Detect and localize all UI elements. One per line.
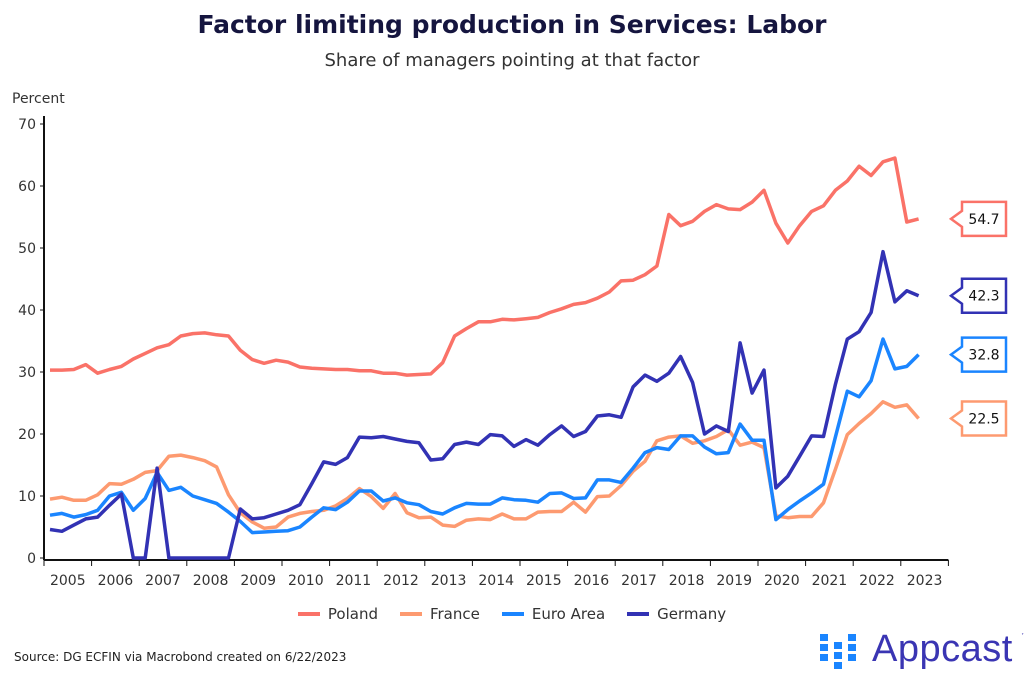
end-value-label: 22.5 [948, 400, 1008, 437]
x-tick-label: 2020 [764, 573, 800, 589]
legend-item: Euro Area [501, 605, 606, 623]
end-value-text: 22.5 [968, 412, 999, 428]
appcast-logo-text: Appcast [872, 628, 1013, 670]
legend-label: Germany [657, 605, 727, 623]
x-tick-label: 2021 [812, 573, 848, 589]
x-tick-label: 2017 [621, 573, 657, 589]
end-value-label: 32.8 [948, 336, 1008, 373]
legend-label: Euro Area [531, 605, 606, 623]
x-tick-label: 2019 [716, 573, 752, 589]
appcast-logo-icon [820, 633, 856, 669]
x-tick-label: 2015 [526, 573, 562, 589]
end-value-text: 54.7 [968, 212, 999, 228]
legend-item: Germany [627, 605, 726, 623]
x-tick-label: 2013 [431, 573, 467, 589]
end-value-label: 54.7 [948, 200, 1008, 238]
y-tick-label: 0 [27, 551, 36, 567]
end-value-callout [948, 336, 1008, 373]
series-line-poland [50, 156, 920, 377]
y-tick-label: 50 [18, 241, 36, 257]
end-value-callout [948, 200, 1008, 238]
series-line-euro-area [49, 337, 920, 535]
x-tick-label: 2011 [336, 573, 372, 589]
chart-subtitle: Share of managers pointing at that facto… [324, 50, 700, 71]
x-tick-label: 2006 [98, 573, 134, 589]
legend: Poland France Euro Area Germany [0, 605, 1024, 623]
end-value-text: 32.8 [968, 348, 999, 364]
y-tick-label: 60 [18, 179, 36, 195]
trademark-symbol: ™ [1021, 632, 1024, 640]
x-tick-label: 2012 [383, 573, 419, 589]
legend-swatch [501, 612, 524, 616]
x-tick-label: 2014 [478, 573, 514, 589]
appcast-logo: Appcast ™ [820, 628, 1024, 671]
y-tick-label: 30 [18, 365, 36, 381]
legend-swatch [399, 612, 422, 616]
x-tick-label: 2005 [50, 573, 86, 589]
y-tick-label: 20 [18, 427, 36, 443]
legend-label: France [429, 605, 480, 623]
legend-swatch [297, 612, 320, 616]
legend-item: Poland [297, 605, 378, 623]
x-tick-label: 2016 [574, 573, 610, 589]
x-tick-label: 2023 [907, 573, 943, 589]
legend-item: France [399, 605, 480, 623]
chart-title: Factor limiting production in Services: … [197, 10, 827, 39]
x-tick-label: 2008 [193, 573, 229, 589]
x-tick-label: 2007 [145, 573, 181, 589]
source-note: Source: DG ECFIN via Macrobond created o… [14, 650, 347, 664]
y-tick-label: 40 [18, 303, 36, 319]
y-tick-label: 10 [18, 489, 36, 505]
y-axis-label: Percent [12, 91, 65, 107]
y-tick-label: 70 [18, 117, 36, 133]
legend-swatch [627, 612, 650, 616]
x-tick-label: 2022 [859, 573, 895, 589]
x-tick-label: 2010 [288, 573, 324, 589]
end-value-callout [948, 400, 1008, 437]
end-value-callout [948, 277, 1008, 314]
end-value-label: 42.3 [948, 277, 1008, 314]
end-value-text: 42.3 [968, 289, 999, 305]
legend-label: Poland [327, 605, 378, 623]
x-tick-label: 2009 [240, 573, 276, 589]
series-line-germany [49, 249, 920, 560]
x-tick-label: 2018 [669, 573, 705, 589]
